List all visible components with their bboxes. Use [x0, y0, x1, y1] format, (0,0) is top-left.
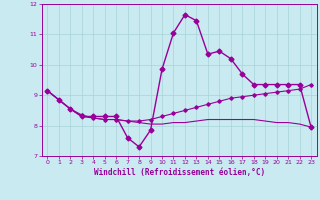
X-axis label: Windchill (Refroidissement éolien,°C): Windchill (Refroidissement éolien,°C) — [94, 168, 265, 177]
